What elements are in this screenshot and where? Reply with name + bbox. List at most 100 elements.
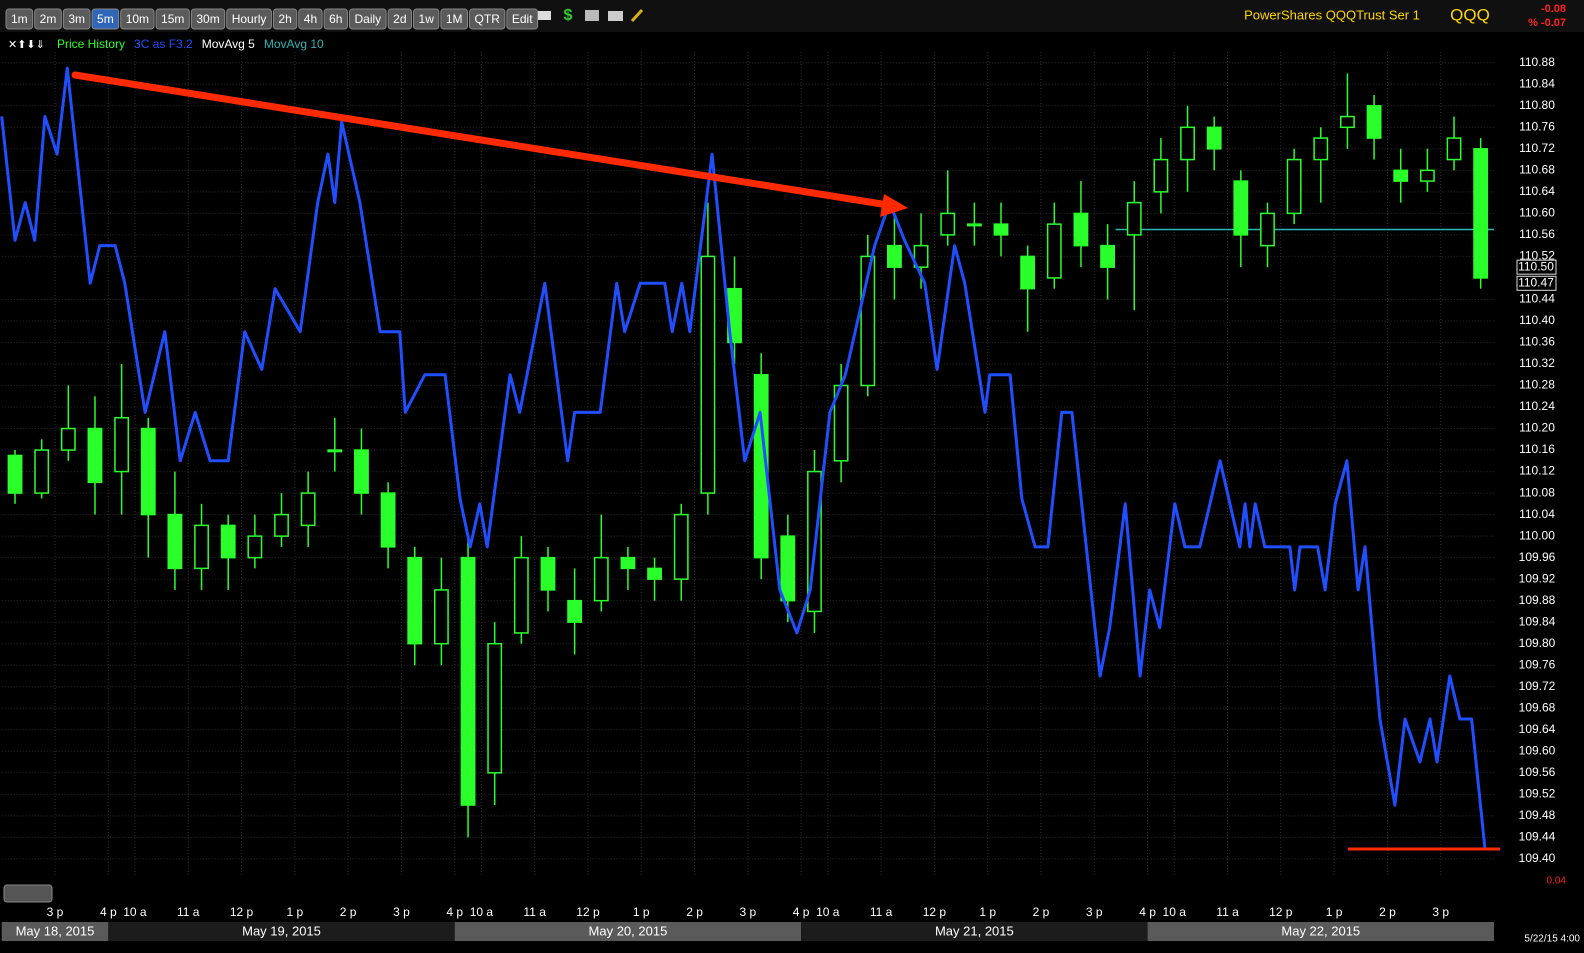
timeframe-label[interactable]: 1M [446,12,463,26]
candle-body [460,556,476,806]
y-tick-label: 110.32 [1519,356,1555,370]
candle-body [966,223,982,227]
x-tick-label: 11 a [870,905,893,919]
session-band [108,922,455,941]
price-marker [1516,259,1557,275]
timeframe-button[interactable] [155,8,190,30]
price-marker [1516,275,1557,291]
icon[interactable] [608,11,623,21]
scroll-button[interactable] [3,884,53,903]
candle-body [1153,158,1169,193]
timeframe-button[interactable] [323,8,348,30]
y-tick-label: 110.64 [1519,184,1555,198]
legend-entry[interactable]: Price History [57,37,125,51]
timeframe-button[interactable] [91,8,120,30]
instrument-title: PowerShares QQQTrust Ser 1 [1244,7,1420,22]
candle-body [1286,158,1302,215]
y-tick-label: 109.60 [1519,743,1556,757]
session-label: May 19, 2015 [242,923,321,938]
candle-body [1260,212,1275,247]
legend-entry[interactable]: 3C as F3.2 [134,37,193,51]
x-tick-label: 2 p [1379,905,1396,919]
candle-body [380,492,396,548]
timeframe-label[interactable]: 2d [393,12,406,26]
timeframe-button[interactable] [62,8,91,30]
timeframe-button[interactable] [190,8,226,30]
timeframe-button[interactable] [298,8,323,30]
timeframe-button[interactable] [506,8,539,30]
legend-entry[interactable]: MovAvg 10 [264,37,324,51]
candle-body [940,212,956,236]
timeframe-label[interactable]: 2h [278,12,291,26]
y-tick-label: 110.76 [1519,119,1555,133]
timeframe-label[interactable]: 4h [304,12,317,26]
timeframe-button[interactable] [226,8,272,30]
timeframe-label[interactable]: 6h [329,12,342,26]
timeframe-label[interactable]: 15m [161,12,184,26]
timeframe-label[interactable]: 30m [196,12,219,26]
timeframe-button[interactable] [387,8,413,30]
timeframe-button[interactable] [469,8,506,30]
timeframe-button[interactable] [272,8,298,30]
candle-body [993,223,1009,236]
timeframe-label[interactable]: 1w [419,12,435,26]
candle-body [1419,169,1435,182]
timeframe-button[interactable] [440,8,469,30]
x-tick-label: 4 p [100,905,117,919]
timeframe-button[interactable] [34,8,62,30]
y-tick-label: 110.52 [1519,249,1555,263]
y-tick-label: 109.40 [1519,851,1556,865]
y-tick-label: 109.64 [1519,722,1556,736]
x-tick-label: 2 p [1033,905,1050,919]
y-tick-label: 110.28 [1519,378,1555,392]
timeframe-label[interactable]: 1m [11,12,28,26]
y-tick-label: 110.68 [1519,163,1555,177]
y-tick-label: 110.08 [1519,485,1555,499]
x-tick-label: 3 p [740,905,757,919]
y-tick-label: 109.72 [1519,679,1556,693]
candle-body [1446,137,1462,161]
timeframe-label[interactable]: 5m [97,12,114,26]
timeframe-button[interactable] [413,8,440,30]
candle-body [407,556,423,645]
pct-change: % -0.07 [1528,17,1566,29]
timeframe-label[interactable]: 10m [126,12,149,26]
y-tick-label: 109.44 [1519,830,1556,844]
candle-body [673,513,689,580]
x-tick-label: 3 p [47,905,64,919]
timeframe-label[interactable]: 2m [40,12,57,26]
icon[interactable] [585,10,599,21]
candle-body [1126,201,1142,236]
price-marker-label: 110.47 [1518,275,1554,289]
x-tick-label: 11 a [523,905,546,919]
candle-body [140,427,156,516]
candle-body [1366,105,1382,139]
timeframe-button[interactable] [5,8,34,30]
x-tick-label: 4 p [446,905,463,919]
icon[interactable] [630,8,644,23]
annotations [71,71,1500,851]
y-tick-label: 110.88 [1519,55,1555,69]
timeframe-button[interactable] [348,8,387,30]
timeframe-label[interactable]: 3m [68,12,85,26]
candle-body [114,417,130,473]
icon[interactable]: $ [564,7,573,24]
legend-entry[interactable]: MovAvg 5 [202,37,255,51]
legend-icons[interactable]: ✕⬆⬇⇓ [8,39,45,51]
timeframe-label[interactable]: Edit [512,12,533,26]
icon[interactable] [537,11,551,20]
candle-body [647,567,662,580]
session-label: May 18, 2015 [16,923,95,938]
y-tick-label: 110.56 [1519,227,1555,241]
timeframe-label[interactable]: Daily [354,12,381,26]
y-tick-label: 110.24 [1519,399,1555,413]
timeframe-label[interactable]: Hourly [232,12,267,26]
x-tick-label: 10 a [123,905,147,919]
candle-body [1180,126,1195,161]
y-tick-label: 110.80 [1519,98,1555,112]
session-band [801,922,1148,941]
y-tick-label: 109.76 [1519,657,1556,671]
timeframe-label[interactable]: QTR [475,12,501,26]
timeframe-button[interactable] [120,8,155,30]
